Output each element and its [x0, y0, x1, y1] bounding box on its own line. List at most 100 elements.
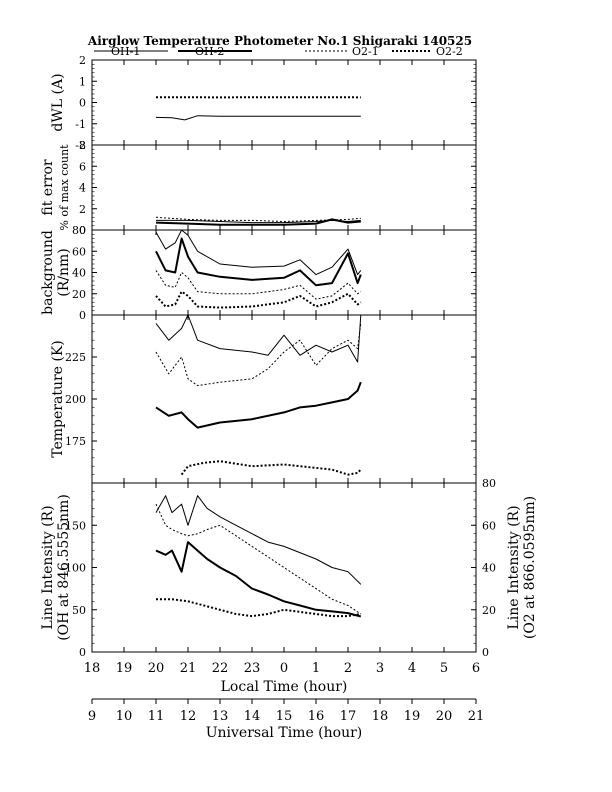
series-bg-o2-2 — [155, 290, 362, 309]
ut-tick-label: 17 — [340, 709, 357, 724]
series-dwl-oh-1 — [155, 115, 361, 121]
ut-tick-label: 20 — [436, 709, 453, 724]
y-tick-label-line: 100 — [65, 562, 86, 575]
y-tick-label-right-line: 60 — [482, 519, 496, 532]
panel-fit: 8 6 4 2 0 fit error% of max count — [40, 139, 477, 237]
y-tick-label-right-line: 0 — [482, 646, 489, 659]
series-fit-o2-1 — [155, 216, 361, 222]
ut-tick-label: 13 — [212, 709, 229, 724]
x-tick-label-local: 21 — [180, 661, 197, 676]
ut-tick-label: 10 — [116, 709, 133, 724]
y-tick-label-line: 150 — [65, 519, 86, 532]
x-axis-label-local: Local Time (hour) — [221, 679, 348, 695]
panel-frame-bg — [91, 229, 477, 316]
y-label-right-line: Line Intensity (R) — [506, 505, 522, 629]
x-tick-label-local: 18 — [84, 661, 101, 676]
y-tick-label-dwl: 0 — [79, 97, 86, 110]
panel-bg: 80 60 40 20 0 background (R/nm) — [40, 224, 477, 322]
y-tick-label-right-line: 40 — [482, 562, 496, 575]
y-tick-label-bg: 20 — [72, 288, 86, 301]
series-temp-o2-2 — [180, 460, 362, 476]
panel-frame-line — [91, 482, 477, 653]
y-label2-fit: % of max count — [58, 144, 71, 231]
ut-axis-label: Universal Time (hour) — [206, 725, 363, 741]
y-tick-label-temp: 175 — [65, 435, 86, 448]
x-tick-label-local: 1 — [312, 661, 320, 676]
series-temp-o2-1 — [155, 323, 362, 387]
panel-dwl: 2 1 0 -1 -2 dWL (A) — [50, 54, 477, 152]
y-tick-label-line: 0 — [79, 646, 86, 659]
series-temp-oh-2 — [155, 381, 362, 429]
y-tick-label-fit: 0 — [79, 224, 86, 237]
ut-tick-label: 16 — [308, 709, 325, 724]
y-tick-label-temp: 200 — [65, 393, 86, 406]
y-label-bg: background — [40, 230, 56, 315]
y-tick-label-dwl: -2 — [75, 139, 86, 152]
x-tick-label-local: 19 — [116, 661, 133, 676]
series-bg-o2-1 — [155, 270, 362, 300]
y-tick-label-dwl: 1 — [79, 75, 86, 88]
series-bg-oh-2 — [155, 237, 362, 287]
ut-tick-label: 18 — [372, 709, 389, 724]
ut-tick-label: 9 — [88, 709, 96, 724]
chart-title: Airglow Temperature Photometer No.1 Shig… — [87, 34, 472, 48]
y-tick-label-bg: 40 — [72, 267, 86, 280]
panel-frame-temp — [91, 314, 477, 484]
panel-frame-fit — [91, 144, 477, 231]
x-tick-label-local: 2 — [344, 661, 352, 676]
y-tick-label-right-line: 20 — [482, 604, 496, 617]
y-label-right2-line: (O2 at 866.0595nm) — [522, 496, 538, 639]
y-label-dwl: dWL (A) — [50, 73, 66, 131]
x-tick-label-local: 23 — [244, 661, 261, 676]
y-tick-label-dwl: -1 — [75, 118, 86, 131]
ut-tick-label: 14 — [244, 709, 261, 724]
y-tick-label-temp: 225 — [65, 351, 86, 364]
x-axis-ut: 9 10 11 12 13 14 15 16 17 18 19 20 21 Universal Time … — [88, 698, 485, 741]
legend: OH-1 OH-2 O2-1 O2-2 — [94, 45, 463, 58]
y-tick-label-right-line: 80 — [482, 477, 496, 490]
ut-tick-label: 19 — [404, 709, 421, 724]
y-tick-label-line: 50 — [72, 604, 86, 617]
ut-tick-label: 21 — [468, 709, 485, 724]
series-temp-oh-1 — [155, 314, 362, 363]
y-tick-label-fit: 4 — [79, 182, 86, 195]
x-tick-label-local: 22 — [212, 661, 229, 676]
x-tick-label-local: 6 — [472, 661, 480, 676]
panel-frame-dwl — [91, 59, 477, 146]
x-tick-label-local: 0 — [280, 661, 288, 676]
x-tick-label-local: 20 — [148, 661, 165, 676]
legend-label-o2-1: O2-1 — [352, 45, 379, 58]
series-line-o2-2 — [156, 598, 361, 618]
legend-label-oh-2: OH-2 — [195, 45, 224, 58]
y-tick-label-fit: 6 — [79, 160, 86, 173]
y-label2-line: (OH at 846.5555nm) — [56, 494, 72, 641]
x-tick-label-local: 3 — [376, 661, 384, 676]
y-label2-bg: (R/nm) — [56, 248, 72, 296]
ut-tick-label: 12 — [180, 709, 197, 724]
series-line-o2-1 — [155, 503, 362, 615]
ut-tick-label: 11 — [148, 709, 165, 724]
legend-label-oh-1: OH-1 — [111, 45, 140, 58]
legend-label-o2-2: O2-2 — [436, 45, 463, 58]
y-tick-label-bg: 0 — [79, 309, 86, 322]
y-tick-label-bg: 60 — [72, 245, 86, 258]
series-line-oh-2 — [155, 541, 362, 618]
series-line-oh-1 — [155, 495, 362, 585]
ut-tick-label: 15 — [276, 709, 293, 724]
y-label-fit: fit error — [40, 159, 56, 216]
y-tick-label-bg: 80 — [72, 224, 86, 237]
x-tick-label-local: 5 — [440, 661, 448, 676]
series-fit-oh-2 — [155, 218, 361, 226]
y-tick-label-fit: 8 — [79, 139, 86, 152]
y-tick-label-dwl: 2 — [79, 54, 86, 67]
y-tick-label-fit: 2 — [79, 203, 86, 216]
x-tick-label-local: 4 — [408, 661, 416, 676]
y-label-line: Line Intensity (R) — [40, 505, 56, 629]
y-label-temp: Temperature (K) — [50, 340, 66, 458]
series-bg-oh-1 — [155, 229, 362, 276]
